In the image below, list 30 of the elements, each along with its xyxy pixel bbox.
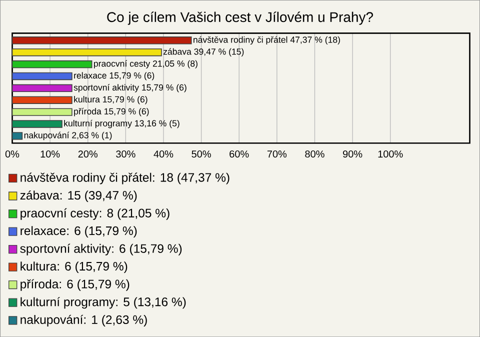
x-tick-label: 70% [267,150,287,158]
x-tick-label: 80% [305,150,324,158]
x-tick-label: 60% [230,150,249,158]
x-tick-label: 0% [5,150,20,158]
legend-label: zábava: 15 (39,47 %) [20,190,137,202]
data-label: kultura 15,79 % (6) [74,96,148,104]
x-tick-label: 90% [343,150,362,158]
x-tick-label: 40% [154,150,174,158]
legend-label: kultura: 6 (15,79 %) [20,262,128,273]
x-tick-label: 100% [378,150,403,158]
legend-label: relaxace: 6 (15,79 %) [20,226,137,238]
data-label: příroda 15,79 % (6) [74,108,149,116]
legend-label: kulturní programy: 5 (13,16 %) [20,296,186,309]
legend-label: příroda: 6 (15,79 %) [20,279,130,291]
data-label: návštěva rodiny či přátel 47,37 % (18) [194,36,340,44]
data-label: zábava 39,47 % (15) [163,48,244,56]
legend-label: praocvní cesty: 8 (21,05 %) [20,208,170,220]
chart-title: Co je cílem Vašich cest v Jílovém u Prahy? [107,12,373,25]
legend-label: sportovní aktivity: 6 (15,79 %) [20,244,182,256]
legend-label: nakupování: 1 (2,63 %) [20,314,147,326]
x-tick-label: 20% [78,150,98,158]
x-tick-label: 30% [116,150,136,158]
x-tick-label: 50% [192,150,211,158]
data-label: relaxace 15,79 % (6) [74,72,154,80]
legend-label: návštěva rodiny či přátel: 18 (47,37 %) [20,172,230,184]
data-label: kulturní programy 13,16 % (5) [64,120,180,128]
data-label: praocvní cesty 21,05 % (8) [94,60,198,68]
x-tick-label: 10% [40,150,60,158]
data-label: sportovní aktivity 15,79 % (6) [74,84,186,92]
data-label: nakupování 2,63 % (1) [24,132,112,140]
